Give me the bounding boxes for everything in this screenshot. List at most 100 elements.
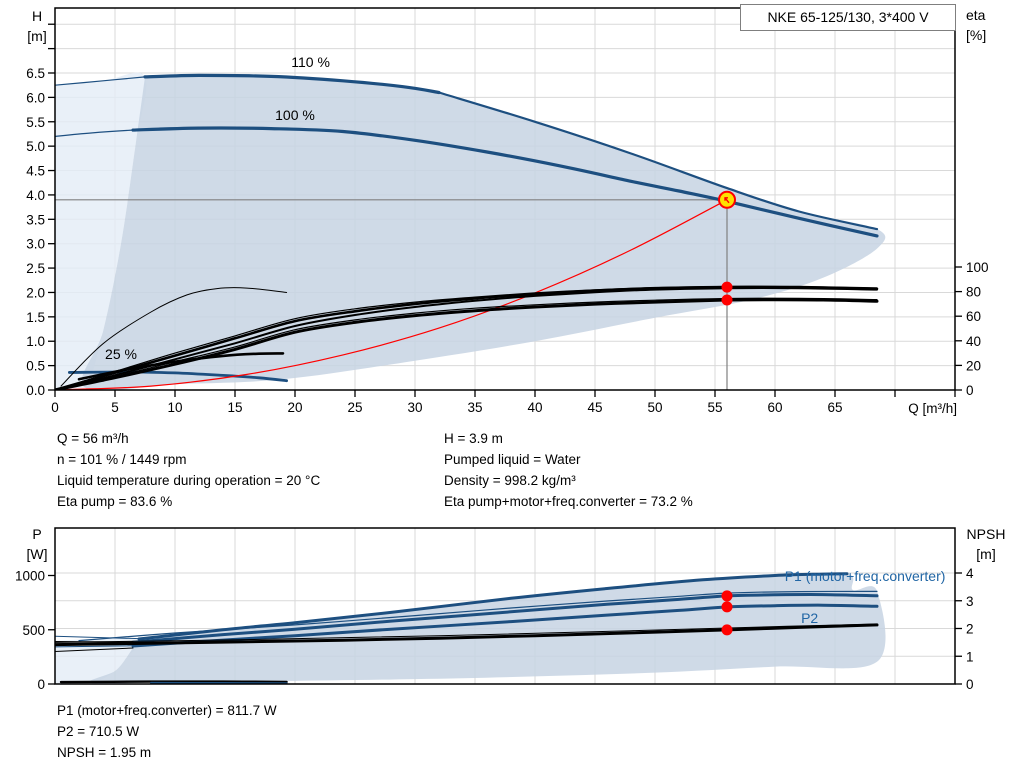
npsh-curve (55, 623, 879, 647)
h-tick-label: 1.5 (26, 310, 45, 325)
op-pumped-liquid: Pumped liquid = Water (444, 452, 581, 467)
op-speed: n = 101 % / 1449 rpm (57, 452, 187, 467)
curve-label: 110 % (291, 54, 330, 70)
op-p2: P2 = 710.5 W (57, 724, 140, 739)
h-tick-label: 1.0 (26, 334, 45, 349)
h-tick-label: 4.5 (26, 164, 45, 179)
eta-tick-label: 0 (966, 383, 974, 398)
qh-eta-chart-plot-area (55, 8, 955, 390)
h-axis-unit: [m] (27, 28, 47, 44)
eta-tick-label: 80 (966, 285, 981, 300)
eta-tick-label: 20 (966, 358, 981, 373)
head-100pct-ext-curve (55, 129, 134, 137)
x-tick-label: 10 (167, 400, 182, 415)
h-tick-label: 2.0 (26, 285, 45, 300)
eta-25pct-short-curve (77, 352, 285, 381)
npsh-tick-label: 4 (966, 566, 974, 581)
h-tick-label: 6.0 (26, 90, 45, 105)
npsh-point (721, 624, 733, 636)
envelope-main (88, 572, 886, 684)
h-tick-label: 4.0 (26, 188, 45, 203)
curve-label: 25 % (105, 346, 137, 362)
p2-point (721, 601, 733, 613)
h-tick-label: 3.5 (26, 212, 45, 227)
head-110pct-derated-curve (437, 91, 879, 231)
x-tick-label: 60 (767, 400, 782, 415)
p1-100pct-curve (131, 593, 879, 644)
p-axis-unit: [W] (26, 546, 48, 562)
power-npsh-chart: 0 500 1000 0 1 2 3 4 P1 (motor+freq.converter) P2 (15, 527, 974, 692)
p-axis-symbol: P (32, 526, 42, 542)
npsh-thin-curve (55, 623, 878, 643)
h-tick-label: 5.0 (26, 139, 45, 154)
h-tick-label: 5.5 (26, 115, 45, 130)
p2-100pct-curve (131, 603, 879, 648)
h-axis-title: H [m] (18, 6, 56, 46)
x-tick-label: 40 (527, 400, 542, 415)
h-tick-label: 2.5 (26, 261, 45, 276)
eta-pump-point (721, 281, 733, 293)
x-tick-label: 55 (707, 400, 722, 415)
curve-label: P1 (motor+freq.converter) (785, 568, 946, 584)
x-tick-label: 25 (347, 400, 362, 415)
npsh-axis-unit: [m] (976, 546, 996, 562)
envelope-main (81, 75, 886, 390)
eta-tick-label: 100 (966, 260, 989, 275)
h-tick-label: 6.5 (26, 66, 45, 81)
op-eta-total: Eta pump+motor+freq.converter = 73.2 % (444, 494, 693, 509)
axis-ticks: 0 500 1000 0 1 2 3 4 (15, 566, 974, 692)
fan-1-curve (55, 635, 140, 640)
envelope-light (55, 638, 143, 684)
h-tick-label: 0.5 (26, 359, 45, 374)
curve-label: P2 (801, 610, 818, 626)
eta-tick-label: 60 (966, 309, 981, 324)
pump-title-box: NKE 65-125/130, 3*400 V (740, 4, 956, 31)
npsh-axis-title: NPSH [m] (960, 524, 1012, 564)
x-tick-label: 50 (647, 400, 662, 415)
op-density: Density = 998.2 kg/m³ (444, 473, 576, 488)
eta-axis-unit: [%] (966, 27, 987, 43)
eta-axis-title: eta [%] (966, 5, 1018, 45)
op-npsh: NPSH = 1.95 m (57, 745, 152, 760)
plot-border (54, 7, 956, 391)
x-tick-label: 45 (587, 400, 602, 415)
fan-3-curve (55, 645, 134, 648)
op-eta-pump: Eta pump = 83.6 % (57, 494, 173, 509)
plot-border (54, 527, 956, 685)
x-tick-label: 65 (827, 400, 842, 415)
h-axis-symbol: H (31, 8, 43, 24)
op-head: H = 3.9 m (444, 431, 503, 446)
p-tick-label: 0 (37, 677, 45, 692)
x-tick-label: 5 (111, 400, 119, 415)
eta-25pct-arc-curve (60, 287, 288, 387)
npsh-tick-label: 0 (966, 677, 974, 692)
envelope-light (55, 72, 147, 390)
operating-data-right: H = 3.9 m Pumped liquid = Water Density … (444, 428, 693, 512)
x-tick-label: 30 (407, 400, 422, 415)
npsh-axis-symbol: NPSH (966, 526, 1006, 542)
op-p1: P1 (motor+freq.converter) = 811.7 W (57, 703, 277, 718)
op-q: Q = 56 m³/h (57, 431, 129, 446)
operating-data-left: Q = 56 m³/h n = 101 % / 1449 rpm Liquid … (57, 428, 320, 512)
h-tick-label: 3.0 (26, 237, 45, 252)
axis-ticks: 0 5 10 15 20 25 30 35 40 45 50 55 60 65 0.0 0.5 1.0 1.5 2.… (26, 23, 989, 415)
op-liquid-temp: Liquid temperature during operation = 20… (57, 473, 321, 488)
npsh-tick-label: 2 (966, 622, 974, 637)
envelope-upper-thin-curve (78, 590, 878, 642)
power-data-block: P1 (motor+freq.converter) = 811.7 W P2 =… (57, 700, 277, 763)
eta-tick-label: 40 (966, 334, 981, 349)
curve-label: 100 % (275, 107, 315, 123)
head-110pct-curve (143, 73, 441, 95)
h-tick-label: 0.0 (26, 383, 45, 398)
p-tick-label: 500 (22, 623, 45, 638)
duty-point[interactable] (718, 190, 736, 209)
qh-eta-chart: 0 5 10 15 20 25 30 35 40 45 50 55 60 65 0.0 0.5 1.0 1.5 2.… (26, 7, 989, 415)
x-tick-label: 20 (287, 400, 302, 415)
power-npsh-chart-plot-area (55, 528, 955, 684)
p-axis-title: P [W] (18, 524, 56, 564)
fan-4-curve (55, 647, 134, 652)
q-axis-title: Q [m³/h] (908, 401, 957, 416)
eta-axis-symbol: eta (966, 7, 986, 23)
